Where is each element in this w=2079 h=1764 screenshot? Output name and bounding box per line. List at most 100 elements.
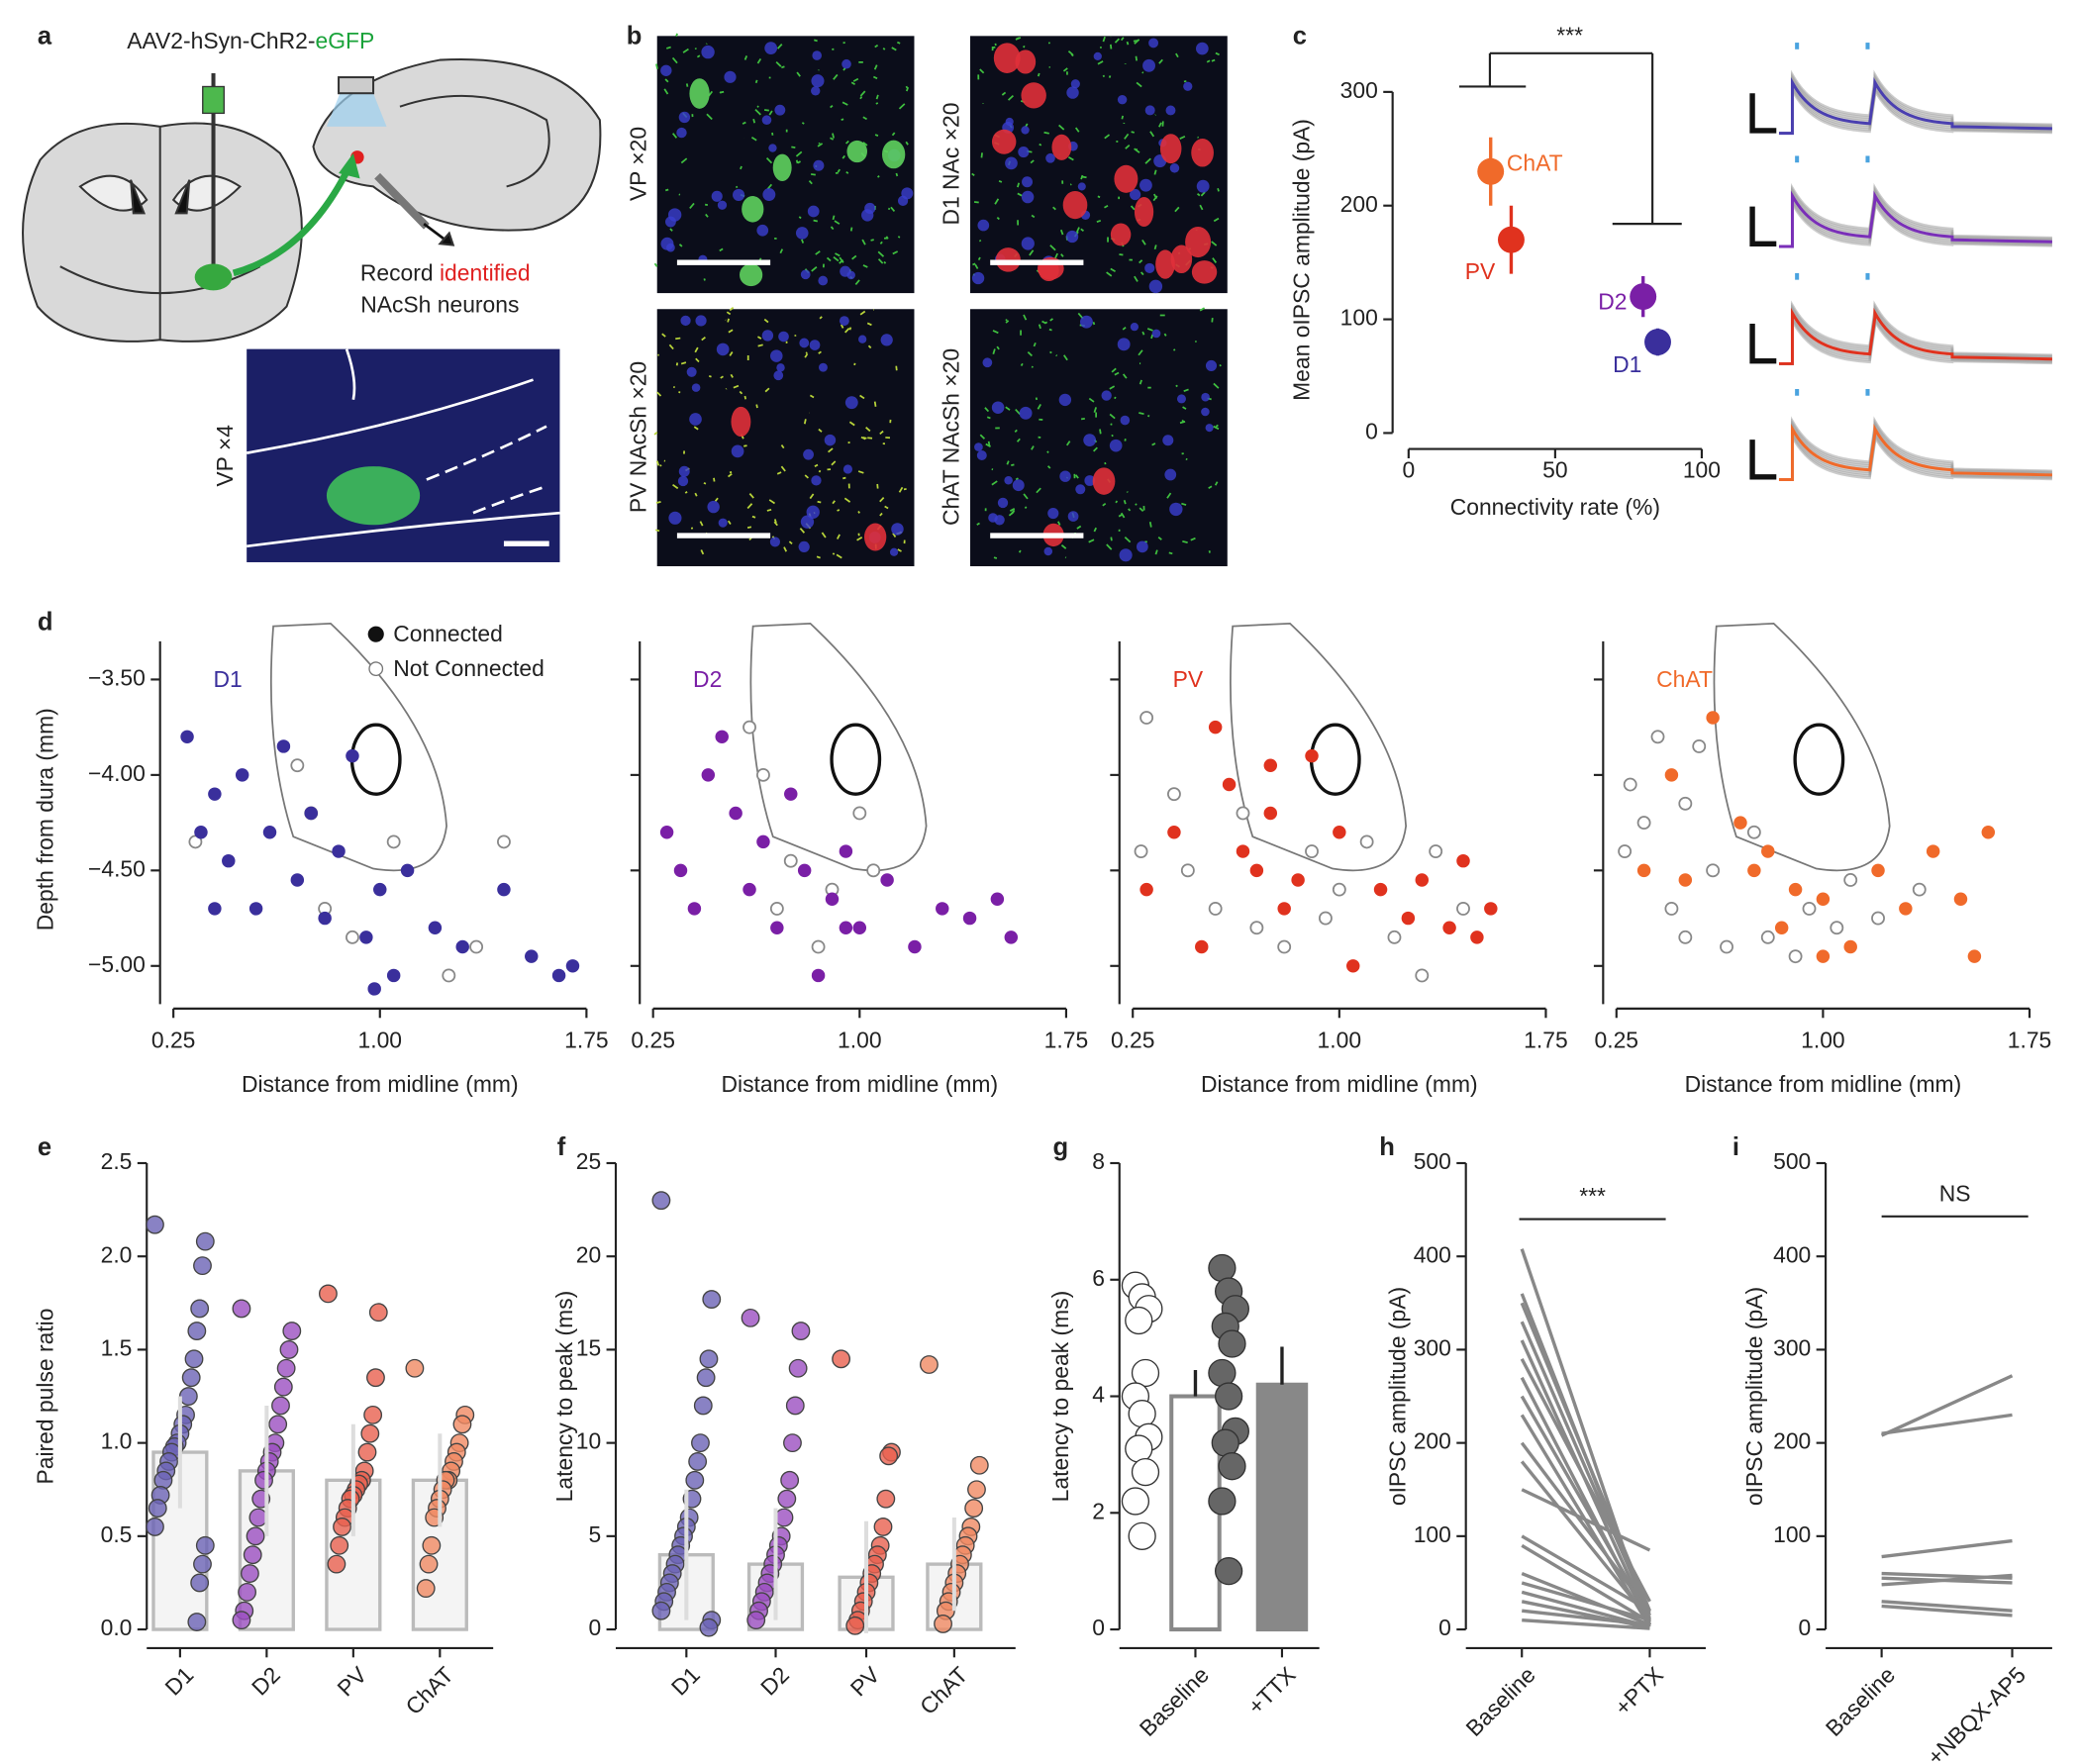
- fiber: [1134, 275, 1138, 282]
- not-connected-point: [1318, 911, 1333, 926]
- fiber: [1049, 245, 1056, 251]
- fiber: [1138, 349, 1143, 356]
- nucleus: [842, 464, 853, 474]
- connected-point: [1415, 873, 1430, 887]
- not-connected-point: [783, 853, 798, 868]
- x-tick-label: 1.75: [1524, 1028, 1568, 1053]
- fiber: [1206, 59, 1211, 63]
- nucleus: [1065, 230, 1079, 244]
- fiber: [879, 512, 883, 517]
- light-pulse: [1795, 389, 1800, 396]
- fiber: [1126, 41, 1130, 46]
- not-connected-point: [742, 720, 756, 735]
- not-connected-point: [1912, 882, 1927, 897]
- fiber: [891, 132, 896, 137]
- fiber: [833, 256, 840, 262]
- fiber: [740, 165, 742, 170]
- fiber: [757, 343, 763, 347]
- fiber: [1144, 157, 1151, 164]
- fiber: [661, 333, 666, 338]
- not-connected-point: [469, 939, 484, 954]
- fiber: [977, 256, 981, 261]
- panel-letter: f: [557, 1133, 566, 1161]
- fiber: [773, 521, 778, 527]
- y-tick-label: −3.50: [88, 664, 146, 690]
- connected-point: [1470, 931, 1484, 944]
- fiber: [879, 430, 884, 436]
- y-tick-label: 2: [1092, 1498, 1105, 1523]
- x-tick-label: 1.00: [838, 1028, 882, 1053]
- point: [243, 1545, 262, 1565]
- fiber: [739, 390, 743, 395]
- fiber: [813, 219, 818, 223]
- connected-point: [1456, 853, 1470, 868]
- cell: [995, 247, 1021, 272]
- fiber: [1172, 348, 1176, 351]
- fiber: [669, 228, 673, 232]
- fiber: [1069, 183, 1072, 186]
- fiber: [1110, 537, 1113, 541]
- fiber: [1048, 328, 1052, 332]
- y-tick-label: 200: [1773, 1428, 1811, 1454]
- fiber: [1154, 549, 1158, 555]
- point: [774, 1508, 794, 1527]
- point: [273, 1377, 293, 1397]
- fiber: [706, 113, 713, 121]
- not-connected-point: [1456, 901, 1470, 916]
- panel-letter: h: [1379, 1133, 1395, 1161]
- fiber: [844, 328, 850, 334]
- fiber: [1097, 60, 1104, 65]
- series-label: D1: [1613, 351, 1641, 377]
- nucleus: [774, 104, 786, 116]
- y-tick-label: 400: [1773, 1241, 1811, 1267]
- nucleus: [809, 340, 821, 350]
- fiber: [788, 540, 793, 545]
- fiber: [795, 150, 803, 157]
- fiber: [708, 374, 712, 378]
- x-tick-label: 0.25: [1595, 1028, 1639, 1053]
- x-tick-label: 1.75: [564, 1028, 609, 1053]
- fiber: [1016, 438, 1021, 442]
- fiber: [1214, 481, 1219, 486]
- not-connected-point: [1760, 930, 1775, 944]
- fiber: [897, 548, 902, 552]
- nucleus: [1109, 439, 1123, 452]
- cell: [1191, 260, 1218, 284]
- fiber: [750, 137, 757, 142]
- nucleus: [997, 497, 1009, 509]
- not-connected-point: [1706, 863, 1721, 878]
- point: [1218, 1452, 1246, 1481]
- fiber: [743, 55, 748, 60]
- nucleus: [1144, 262, 1155, 274]
- y-tick-label: −5.00: [88, 951, 146, 977]
- fiber: [1151, 442, 1156, 446]
- fiber: [695, 357, 700, 363]
- fiber: [668, 343, 674, 350]
- legend-label: Not Connected: [393, 655, 544, 681]
- nucleus: [982, 357, 993, 368]
- y-tick-label: 20: [576, 1241, 601, 1267]
- fiber: [656, 391, 662, 397]
- nucleus: [1070, 79, 1080, 89]
- fiber: [689, 202, 695, 209]
- panel-letter: i: [1732, 1133, 1739, 1161]
- nucleus: [813, 159, 825, 171]
- brain-coronal: [22, 122, 303, 343]
- fiber: [849, 227, 853, 232]
- fiber: [819, 316, 823, 320]
- fiber: [1109, 44, 1113, 49]
- point: [1208, 1487, 1237, 1516]
- nucleus: [1169, 163, 1180, 173]
- point: [1208, 1358, 1237, 1388]
- nucleus: [807, 205, 820, 218]
- fiber: [1212, 257, 1218, 263]
- connected-point: [1953, 892, 1968, 907]
- fiber: [891, 47, 897, 51]
- fiber: [842, 154, 845, 159]
- fiber: [879, 497, 885, 503]
- connected-point: [756, 834, 770, 849]
- fiber: [746, 526, 752, 529]
- micrographs: [653, 33, 1228, 567]
- fiber: [1166, 492, 1172, 499]
- fiber: [859, 96, 863, 100]
